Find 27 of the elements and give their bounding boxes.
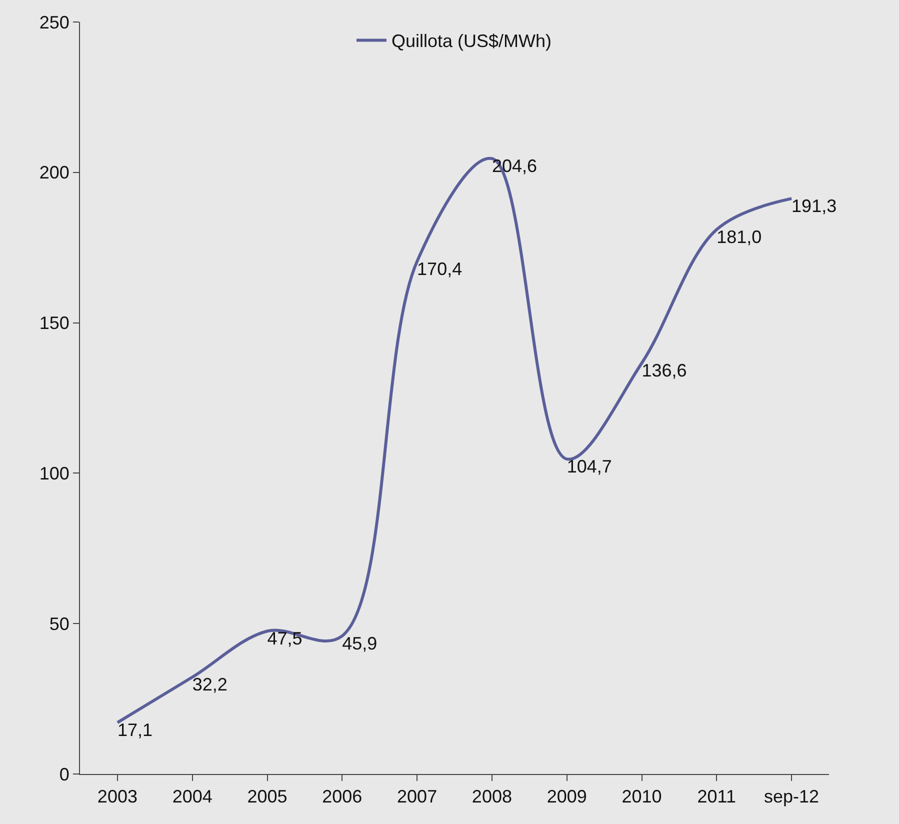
data-label: 104,7 xyxy=(566,456,612,477)
data-label: 136,6 xyxy=(642,360,687,381)
x-tick-label: sep-12 xyxy=(764,786,820,807)
data-label: 17,1 xyxy=(117,720,152,740)
data-label: 181,0 xyxy=(716,227,762,248)
x-tick-label: 2003 xyxy=(97,786,138,807)
x-tick-label: 2008 xyxy=(472,786,512,807)
y-tick-label: 50 xyxy=(49,614,70,634)
data-label: 32,2 xyxy=(192,674,228,695)
y-tick-label: 100 xyxy=(39,464,70,484)
data-label: 191,3 xyxy=(792,196,837,216)
legend-label: Quillota (US$/MWh) xyxy=(392,31,552,52)
data-label: 47,5 xyxy=(267,628,302,649)
x-tick-label: 2007 xyxy=(397,786,438,807)
line-series xyxy=(116,157,794,724)
x-tick-label: 2006 xyxy=(322,786,362,807)
data-label: 45,9 xyxy=(342,633,378,654)
y-tick-label: 150 xyxy=(39,313,70,334)
x-tick-label: 2005 xyxy=(247,786,288,807)
y-tick-label: 0 xyxy=(59,764,70,784)
x-tick-label: 2010 xyxy=(622,786,662,807)
data-label: 170,4 xyxy=(417,258,462,279)
x-tick-label: 2011 xyxy=(697,786,736,807)
x-tick-label: 2004 xyxy=(172,786,212,807)
y-tick-label: 250 xyxy=(39,12,70,32)
x-tick-label: 2009 xyxy=(546,786,587,807)
y-tick-label: 200 xyxy=(39,162,70,183)
